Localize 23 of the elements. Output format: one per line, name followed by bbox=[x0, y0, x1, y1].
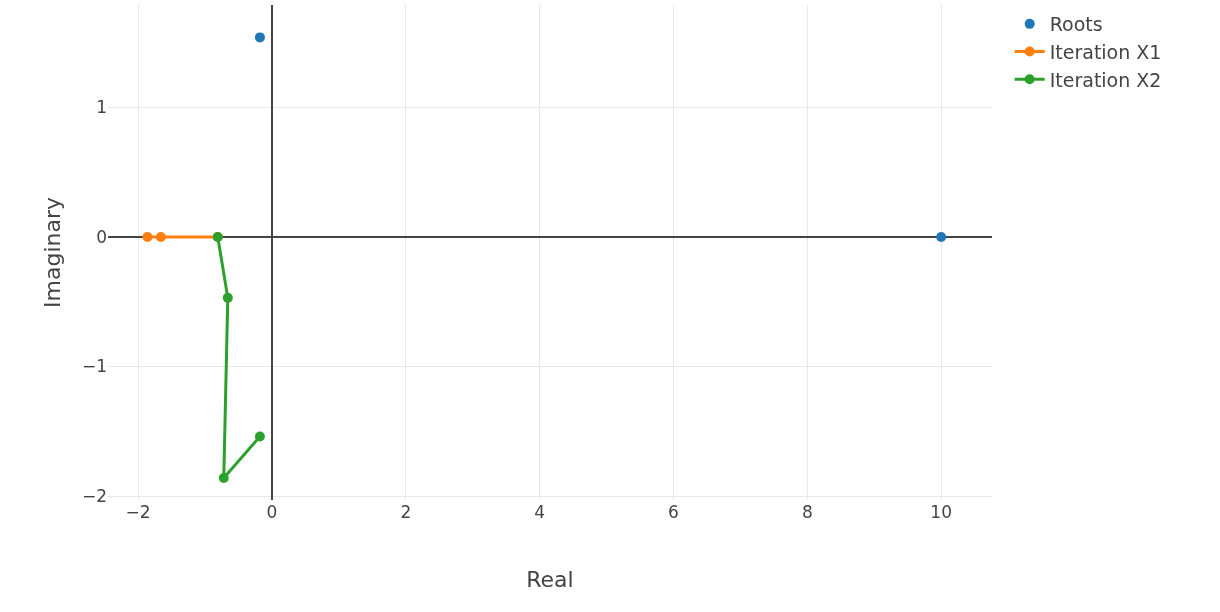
point bbox=[142, 231, 153, 242]
y-tick-label: 0 bbox=[96, 226, 107, 247]
y-tick-label: 1 bbox=[96, 97, 107, 118]
legend-label: Roots bbox=[1049, 13, 1103, 36]
x-tick-label: 8 bbox=[801, 502, 813, 522]
x-tick-label: 2 bbox=[400, 502, 412, 522]
legend-label: Iteration X1 bbox=[1049, 40, 1162, 63]
y-tick-label: −1 bbox=[81, 356, 107, 377]
x-tick-label: 10 bbox=[930, 502, 952, 522]
x-tick-label: 4 bbox=[534, 502, 546, 522]
legend-label: Iteration X2 bbox=[1049, 68, 1162, 91]
y-tick-label: −2 bbox=[81, 486, 107, 507]
point bbox=[222, 292, 233, 303]
point bbox=[254, 431, 265, 442]
x-tick-label: 0 bbox=[266, 502, 278, 522]
point bbox=[218, 472, 229, 483]
point bbox=[936, 231, 947, 242]
x-axis-title: Real bbox=[526, 566, 574, 592]
y-axis-title: Imaginary bbox=[39, 197, 65, 308]
point bbox=[254, 32, 265, 43]
x-tick-label: 6 bbox=[668, 502, 679, 522]
point bbox=[155, 231, 166, 242]
x-tick-label: −2 bbox=[125, 502, 151, 522]
